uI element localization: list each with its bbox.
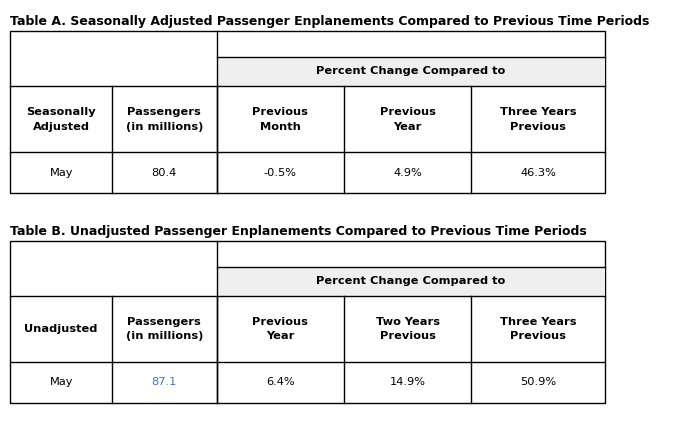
Text: Seasonally
Adjusted: Seasonally Adjusted — [27, 107, 96, 131]
Text: Previous
Year: Previous Year — [252, 317, 308, 341]
Text: Previous
Month: Previous Month — [252, 107, 308, 131]
Bar — [10, 241, 605, 403]
Text: 46.3%: 46.3% — [521, 168, 556, 178]
Text: 50.9%: 50.9% — [521, 377, 556, 387]
Bar — [10, 31, 605, 193]
Text: Three Years
Previous: Three Years Previous — [500, 317, 577, 341]
Text: May: May — [49, 168, 73, 178]
Text: Passengers
(in millions): Passengers (in millions) — [126, 317, 203, 341]
Text: Previous
Year: Previous Year — [380, 107, 436, 131]
Text: Table B. Unadjusted Passenger Enplanements Compared to Previous Time Periods: Table B. Unadjusted Passenger Enplanemen… — [10, 225, 587, 238]
Text: May: May — [49, 377, 73, 387]
Text: 87.1: 87.1 — [152, 377, 177, 387]
Text: Passengers
(in millions): Passengers (in millions) — [126, 107, 203, 131]
Text: Percent Change Compared to: Percent Change Compared to — [317, 276, 505, 286]
Text: Unadjusted: Unadjusted — [25, 324, 98, 334]
Bar — [217, 267, 605, 296]
Text: 14.9%: 14.9% — [390, 377, 425, 387]
Text: -0.5%: -0.5% — [264, 168, 297, 178]
Text: Three Years
Previous: Three Years Previous — [500, 107, 577, 131]
Text: Two Years
Previous: Two Years Previous — [376, 317, 440, 341]
Text: Table A. Seasonally Adjusted Passenger Enplanements Compared to Previous Time Pe: Table A. Seasonally Adjusted Passenger E… — [10, 15, 650, 28]
Bar — [217, 57, 605, 86]
Text: 6.4%: 6.4% — [266, 377, 295, 387]
Text: 4.9%: 4.9% — [393, 168, 422, 178]
Text: 80.4: 80.4 — [152, 168, 177, 178]
Text: Percent Change Compared to: Percent Change Compared to — [317, 66, 505, 77]
